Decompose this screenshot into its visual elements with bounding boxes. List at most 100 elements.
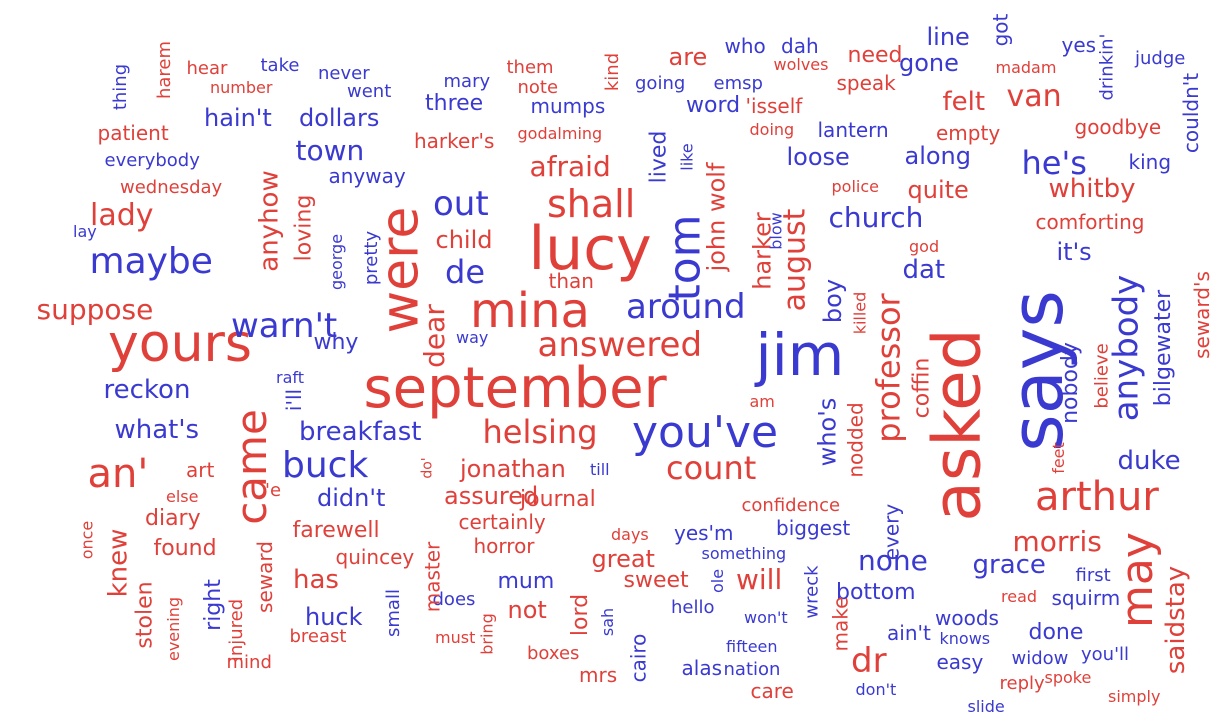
word-king: king — [1128, 150, 1172, 174]
word-none: none — [858, 544, 928, 577]
word-woods: woods — [935, 606, 999, 630]
word-has: has — [293, 565, 339, 595]
word-shall: shall — [547, 182, 636, 226]
word-will: will — [736, 563, 783, 596]
word-bottom: bottom — [836, 580, 916, 605]
word-john-wolf: john wolf — [701, 162, 730, 272]
word-emsp: emsp — [713, 73, 763, 94]
word-coffin: coffin — [908, 357, 934, 419]
word-breast: breast — [289, 626, 347, 647]
word-simply: simply — [1108, 687, 1161, 706]
word-jonathan: jonathan — [460, 455, 566, 483]
word-killed: killed — [849, 291, 869, 335]
word-lantern: lantern — [817, 118, 889, 142]
word-three: three — [425, 91, 484, 116]
word-saidstay: saidstay — [1161, 565, 1192, 675]
word-boy: boy — [819, 278, 848, 324]
word-wednesday: wednesday — [120, 177, 223, 198]
word-hain-t: hain't — [204, 104, 272, 132]
word-anyhow: anyhow — [254, 170, 285, 272]
word-anyway: anyway — [328, 164, 406, 188]
word-who-s: who's — [812, 397, 841, 467]
word-number: number — [210, 78, 273, 97]
word-them: them — [506, 57, 554, 78]
word-felt: felt — [942, 87, 986, 117]
word-bring: bring — [477, 613, 497, 655]
word-went: went — [347, 81, 392, 102]
word-de: de — [445, 253, 485, 291]
word-an: an' — [87, 451, 149, 497]
word-e: 'e — [265, 480, 282, 501]
word-horror: horror — [473, 534, 535, 558]
word-child: child — [435, 226, 493, 254]
word-helsing: helsing — [482, 413, 598, 451]
word-empty: empty — [936, 121, 1001, 145]
word-lay: lay — [73, 222, 97, 241]
word-art: art — [186, 458, 215, 482]
word-loose: loose — [786, 143, 850, 171]
word-why: why — [313, 330, 359, 355]
word-church: church — [828, 201, 924, 234]
word-read: read — [1001, 587, 1038, 606]
word-like: like — [677, 143, 697, 171]
word-something: something — [701, 544, 787, 563]
word-mind: mind — [226, 652, 272, 673]
word-days: days — [611, 525, 649, 544]
word-won-t: won't — [744, 608, 788, 627]
word-raft: raft — [276, 368, 305, 387]
word-assured: assured — [444, 482, 539, 510]
word-everybody: everybody — [104, 150, 200, 171]
word-don-t: don't — [855, 680, 897, 699]
word-dr: dr — [851, 641, 887, 681]
word-lord: lord — [568, 593, 594, 637]
word-great: great — [591, 545, 655, 573]
word-i-ll: i'll — [282, 388, 307, 412]
word-going: going — [635, 73, 686, 94]
word-it-s: it's — [1056, 238, 1092, 266]
word-what-s: what's — [114, 415, 200, 445]
word-gone: gone — [899, 49, 959, 77]
word-goodbye: goodbye — [1074, 115, 1162, 139]
word-speak: speak — [836, 71, 896, 95]
word-came: came — [226, 409, 276, 525]
word-certainly: certainly — [458, 510, 546, 534]
word-than: than — [548, 269, 594, 293]
word-doing: doing — [749, 120, 795, 139]
word-stolen: stolen — [132, 581, 158, 649]
word-make: make — [827, 596, 852, 652]
word-anybody: anybody — [1105, 274, 1146, 422]
word-loving: loving — [290, 194, 316, 262]
word-isself: 'isself — [745, 94, 803, 118]
word-slide: slide — [967, 697, 1005, 716]
word-dollars: dollars — [299, 104, 380, 132]
word-pretty: pretty — [361, 230, 383, 286]
word-yes-m: yes'm — [674, 521, 734, 545]
word-dah: dah — [781, 34, 819, 58]
word-seward: seward — [252, 541, 277, 613]
word-harker-s: harker's — [414, 129, 495, 153]
word-ole: ole — [708, 568, 728, 594]
word-god: god — [909, 237, 940, 256]
word-am: am — [749, 392, 775, 411]
word-diary: diary — [145, 506, 201, 531]
word-cairo: cairo — [625, 633, 650, 683]
word-godalming: godalming — [517, 124, 603, 143]
word-lived: lived — [645, 130, 671, 184]
word-madam: madam — [995, 58, 1057, 77]
word-else: else — [166, 487, 199, 506]
word-ain-t: ain't — [887, 621, 931, 645]
word-do: do' — [419, 457, 436, 479]
word-must: must — [435, 628, 476, 647]
word-alas: alas — [681, 656, 723, 680]
word-duke: duke — [1117, 446, 1181, 476]
word-you-ll: you'll — [1081, 644, 1130, 665]
word-hear: hear — [186, 58, 228, 79]
word-suppose: suppose — [36, 293, 154, 326]
word-never: never — [318, 63, 370, 84]
word-easy: easy — [936, 650, 984, 674]
word-grace: grace — [972, 550, 1046, 580]
word-way: way — [456, 328, 489, 347]
word-right: right — [200, 579, 226, 631]
word-found: found — [153, 536, 217, 561]
word-morris: morris — [1012, 525, 1102, 558]
